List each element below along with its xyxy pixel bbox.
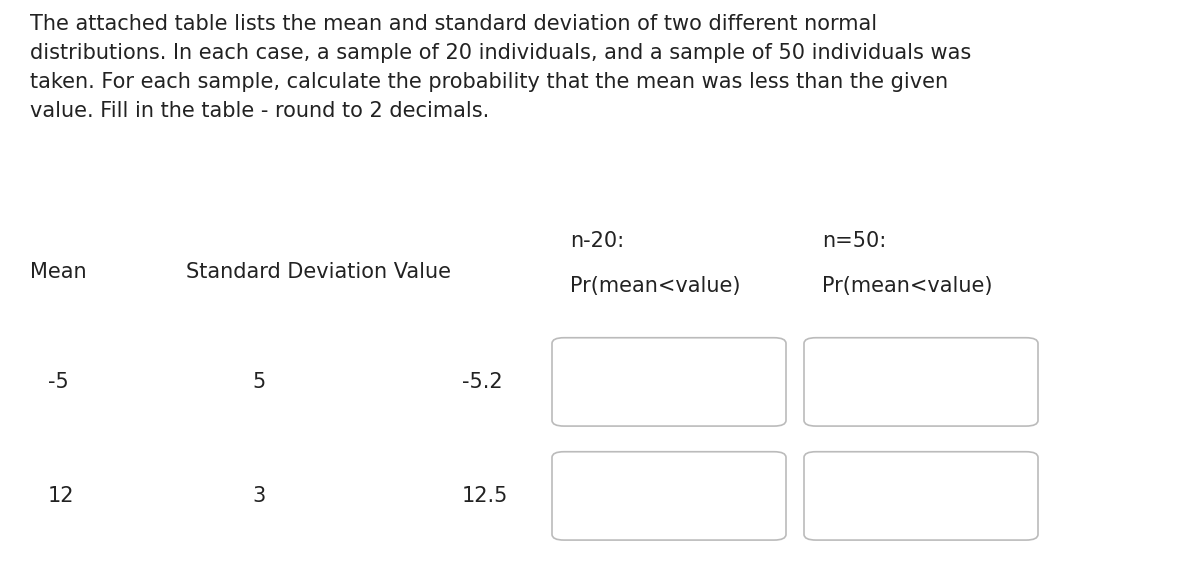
Text: 12: 12 [48, 486, 74, 506]
Text: Pr(mean<value): Pr(mean<value) [570, 276, 740, 296]
Text: The attached table lists the mean and standard deviation of two different normal: The attached table lists the mean and st… [30, 14, 971, 121]
FancyBboxPatch shape [804, 451, 1038, 540]
Text: Standard Deviation Value: Standard Deviation Value [186, 262, 451, 282]
Text: Pr(mean<value): Pr(mean<value) [822, 276, 992, 296]
Text: 3: 3 [252, 486, 265, 506]
Text: 5: 5 [252, 372, 265, 392]
Text: -5.2: -5.2 [462, 372, 503, 392]
FancyBboxPatch shape [552, 451, 786, 540]
FancyBboxPatch shape [552, 337, 786, 426]
Text: 12.5: 12.5 [462, 486, 509, 506]
Text: Mean: Mean [30, 262, 86, 282]
Text: n=50:: n=50: [822, 231, 887, 251]
Text: n-20:: n-20: [570, 231, 624, 251]
Text: -5: -5 [48, 372, 68, 392]
FancyBboxPatch shape [804, 337, 1038, 426]
